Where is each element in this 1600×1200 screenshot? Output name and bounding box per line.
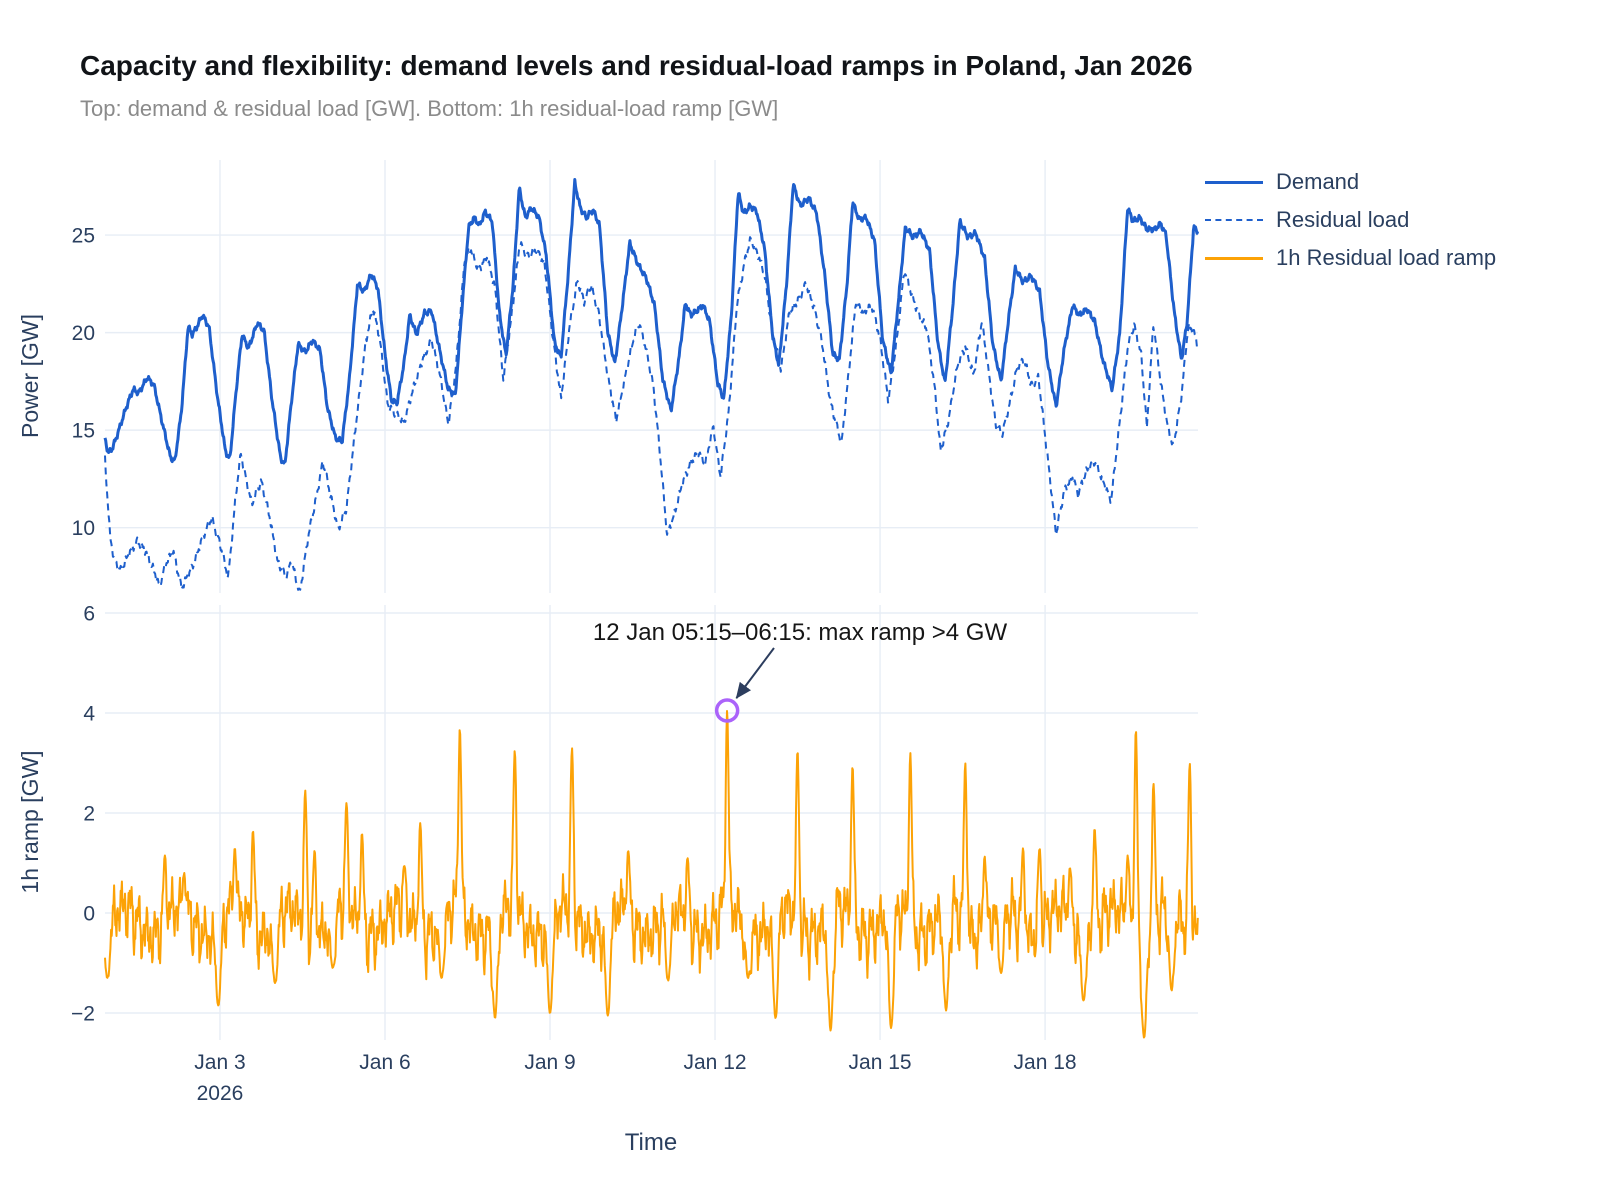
legend: Demand Residual load 1h Residual load ramp <box>1205 169 1497 270</box>
series-residual-load <box>104 236 1199 591</box>
axis-tick-labels: 10 15 20 25 −2 0 2 4 6 Jan 3 2026 Jan 6 Jan 9 Jan 12 J… <box>71 225 1077 1105</box>
y-tick-label: −2 <box>71 1003 95 1026</box>
y-tick-label: 2 <box>83 803 95 826</box>
legend-label: 1h Residual load ramp <box>1276 245 1497 270</box>
annotation-group: 12 Jan 05:15–06:15: max ramp >4 GW <box>593 619 1008 723</box>
y-tick-label: 25 <box>72 225 95 248</box>
chart-title: Capacity and flexibility: demand levels … <box>80 50 1193 81</box>
plot-area-ramp[interactable] <box>105 605 1198 1040</box>
series-demand <box>103 178 1200 465</box>
x-tick-label: Jan 18 <box>1014 1051 1077 1074</box>
x-tick-label: Jan 9 <box>524 1051 575 1074</box>
line-swatch-icon <box>1205 256 1263 260</box>
annotation-arrow <box>735 647 775 699</box>
y-tick-label: 6 <box>83 603 95 626</box>
x-tick-label: Jan 6 <box>359 1051 410 1074</box>
series-lines <box>103 178 1200 1039</box>
legend-label: Residual load <box>1276 207 1410 232</box>
annotation-text: 12 Jan 05:15–06:15: max ramp >4 GW <box>593 619 1008 646</box>
x-axis-title: Time <box>625 1129 677 1156</box>
x-tick-label: Jan 3 <box>194 1051 245 1074</box>
legend-item-residual-load[interactable]: Residual load <box>1205 207 1496 232</box>
x-tick-year-label: 2026 <box>197 1082 244 1105</box>
y-tick-label: 0 <box>83 903 95 926</box>
legend-item-demand[interactable]: Demand <box>1205 169 1496 194</box>
y-tick-label: 10 <box>72 517 95 540</box>
x-tick-label: Jan 15 <box>849 1051 912 1074</box>
dashed-line-swatch-icon <box>1205 219 1263 221</box>
y-tick-label: 20 <box>72 322 95 345</box>
legend-item-1h-residual-load-ramp[interactable]: 1h Residual load ramp <box>1205 245 1497 270</box>
y-axis-title-ramp: 1h ramp [GW] <box>17 750 43 893</box>
y-tick-label: 15 <box>72 420 95 443</box>
x-tick-label: Jan 12 <box>684 1051 747 1074</box>
y-axis-title-power: Power [GW] <box>17 314 43 438</box>
y-tick-label: 4 <box>83 703 95 726</box>
line-swatch-icon <box>1205 180 1263 184</box>
max-ramp-marker[interactable] <box>714 698 740 723</box>
legend-label: Demand <box>1276 169 1360 194</box>
series-1h-residual-load-ramp <box>104 710 1199 1039</box>
chart-subtitle: Top: demand & residual load [GW]. Bottom… <box>80 96 779 121</box>
